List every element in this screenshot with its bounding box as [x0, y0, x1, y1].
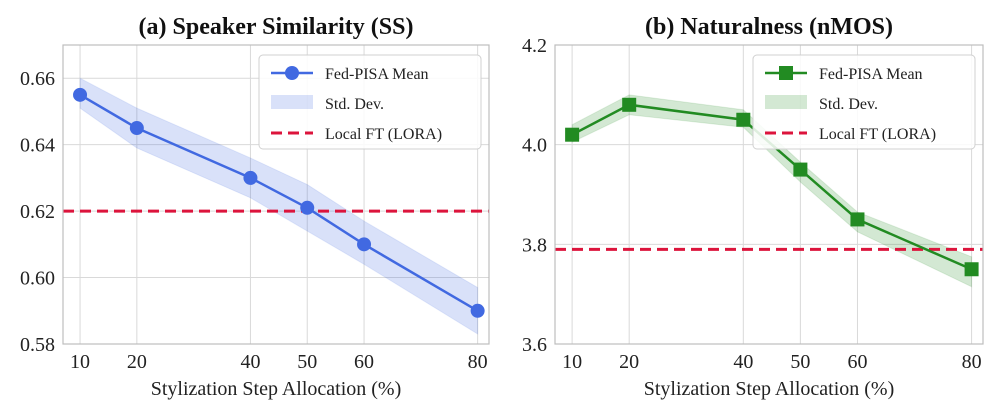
legend-box	[258, 54, 482, 150]
y-tick-label: 0.66	[20, 68, 55, 90]
data-point	[850, 212, 865, 227]
legend-marker-swatch	[779, 66, 793, 80]
std-dev-band	[79, 77, 479, 335]
data-point	[470, 303, 485, 318]
legend-band-swatch	[765, 95, 807, 109]
chart-title: (b) Naturalness (nMOS)	[645, 14, 893, 40]
x-tick-label: 60	[354, 351, 374, 373]
legend-label-ref: Local FT (LORA)	[325, 126, 442, 143]
x-tick-label: 50	[790, 351, 810, 373]
plot-frame	[554, 44, 984, 345]
y-tick-label: 0.64	[20, 135, 55, 157]
legend-box	[752, 54, 976, 150]
x-tick-label: 20	[619, 351, 639, 373]
x-tick-label: 40	[240, 351, 260, 373]
data-point	[964, 262, 979, 277]
legend-marker-swatch	[285, 66, 299, 80]
x-tick-label: 50	[297, 351, 317, 373]
x-tick-label: 10	[562, 351, 582, 373]
panel-speaker-similarity: (a) Speaker Similarity (SS) 0.58 0.60 0.62 0…	[20, 14, 490, 400]
y-tick-label: 0.58	[20, 334, 55, 356]
data-point	[736, 112, 751, 127]
data-point	[793, 162, 808, 177]
legend-band-swatch	[271, 95, 313, 109]
x-axis-label: Stylization Step Allocation (%)	[644, 378, 895, 400]
legend-label-mean: Fed-PISA Mean	[819, 66, 923, 83]
x-axis-label: Stylization Step Allocation (%)	[151, 378, 402, 400]
x-tick-label: 20	[127, 351, 147, 373]
legend-label-mean: Fed-PISA Mean	[325, 66, 429, 83]
data-point	[622, 97, 637, 112]
chart-title: (a) Speaker Similarity (SS)	[139, 14, 414, 40]
legend-label-ref: Local FT (LORA)	[819, 126, 936, 143]
data-point	[300, 200, 315, 215]
x-tick-label: 80	[468, 351, 488, 373]
legend: Fed-PISA Mean Std. Dev. Local FT (LORA)	[258, 54, 482, 150]
legend-label-std: Std. Dev.	[819, 96, 878, 113]
x-tick-label: 60	[847, 351, 867, 373]
y-tick-label: 0.62	[20, 201, 55, 223]
x-tick-label: 40	[733, 351, 753, 373]
data-point	[565, 127, 580, 142]
legend: Fed-PISA Mean Std. Dev. Local FT (LORA)	[752, 54, 976, 150]
panel-naturalness: (b) Naturalness (nMOS) 3.6 3.8 4.0 4.2 10 20 40…	[522, 14, 984, 400]
y-tick-label: 0.60	[20, 268, 55, 290]
legend-label-std: Std. Dev.	[325, 96, 384, 113]
plot-frame	[62, 44, 490, 345]
data-point	[243, 170, 258, 185]
data-point	[357, 237, 372, 252]
x-tick-label: 80	[962, 351, 982, 373]
data-point	[129, 121, 144, 136]
y-tick-label: 3.8	[522, 234, 547, 256]
data-point	[73, 87, 88, 102]
y-tick-label: 4.2	[522, 35, 547, 57]
y-tick-label: 4.0	[522, 135, 547, 157]
series-line	[79, 93, 479, 312]
x-tick-label: 10	[70, 351, 90, 373]
y-tick-label: 3.6	[522, 334, 547, 356]
